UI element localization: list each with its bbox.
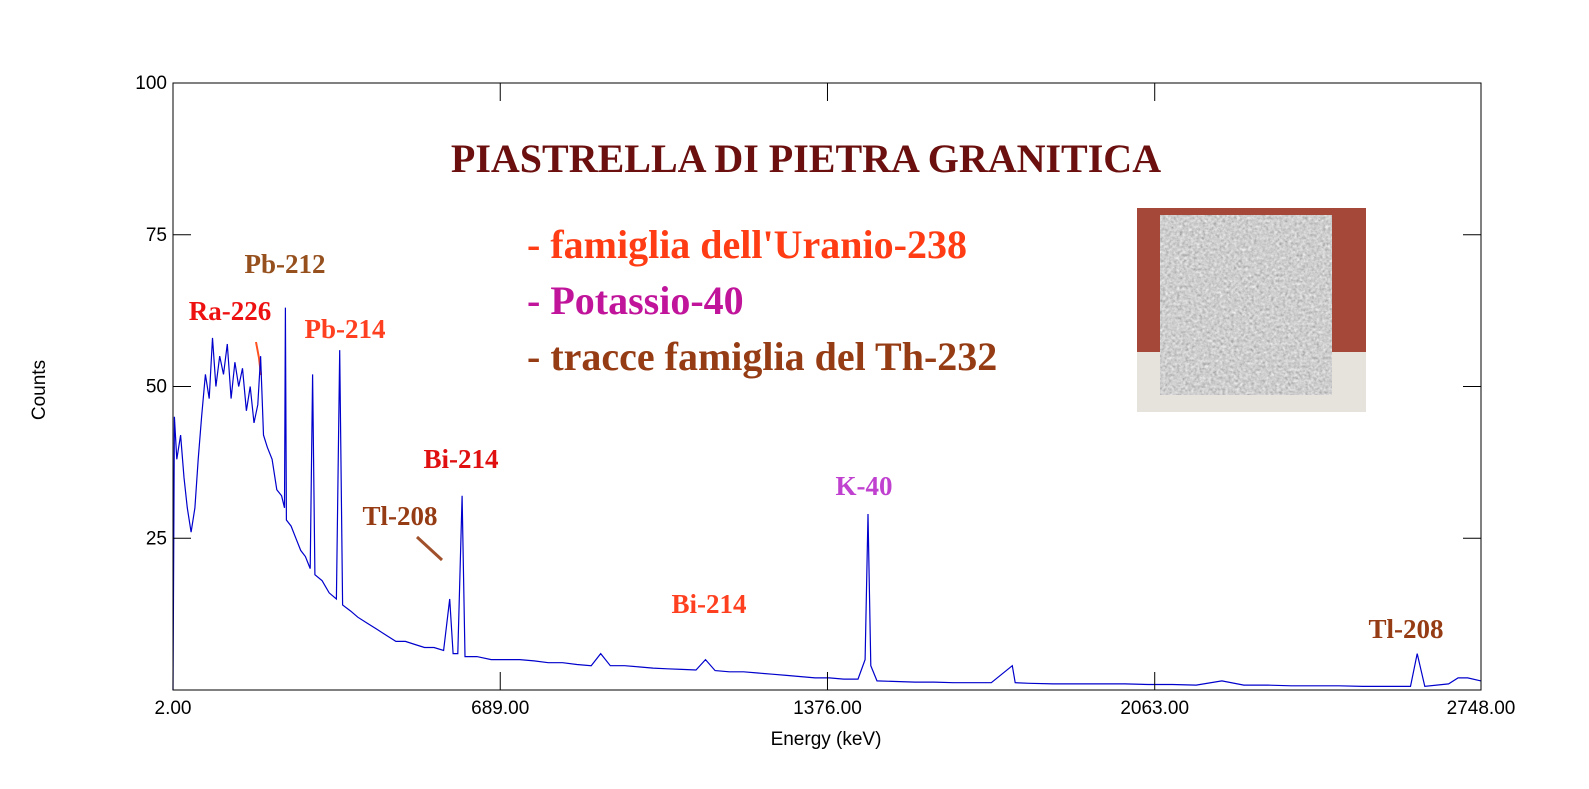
- peak-label: Ra-226: [189, 296, 272, 326]
- x-tick-label: 1376.00: [793, 698, 862, 719]
- y-tick-label: 75: [146, 225, 167, 246]
- peak-label: Bi-214: [423, 444, 498, 474]
- y-tick-label: 50: [146, 377, 167, 398]
- x-tick-label: 2063.00: [1120, 698, 1189, 719]
- x-tick-label: 2.00: [155, 698, 192, 719]
- peak-label: Tl-208: [1368, 614, 1443, 644]
- x-tick-label: 689.00: [471, 698, 529, 719]
- y-tick-label: 100: [135, 73, 167, 94]
- chart-title: PIASTRELLA DI PIETRA GRANITICA: [451, 136, 1161, 181]
- peak-label: Pb-212: [245, 249, 326, 279]
- x-axis-label: Energy (keV): [771, 729, 882, 750]
- y-tick-label: 25: [146, 528, 167, 549]
- peak-label: Bi-214: [671, 589, 746, 619]
- photo: [1137, 208, 1366, 412]
- legend-note: - tracce famiglia del Th-232: [527, 334, 997, 379]
- peak-label: Tl-208: [362, 501, 437, 531]
- y-axis-label: Counts: [29, 360, 50, 420]
- legend-note: - famiglia dell'Uranio-238: [527, 222, 967, 267]
- legend-note: - Potassio-40: [527, 278, 744, 323]
- peak-label: K-40: [836, 471, 893, 501]
- x-tick-label: 2748.00: [1447, 698, 1516, 719]
- spectrum-line: [172, 307, 1482, 691]
- pointer: [415, 535, 444, 562]
- peak-label: Pb-214: [305, 314, 386, 344]
